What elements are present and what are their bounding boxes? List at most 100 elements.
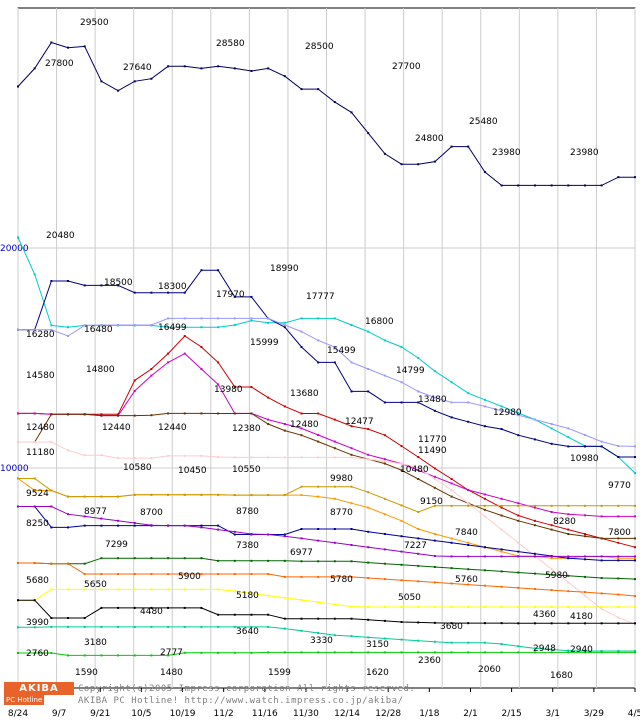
series-line-s-yellow xyxy=(18,588,635,608)
series-point xyxy=(317,317,320,320)
data-label: 3150 xyxy=(366,640,389,650)
series-point xyxy=(417,478,420,480)
data-label: 27640 xyxy=(123,63,152,73)
data-label: 2777 xyxy=(160,648,183,658)
series-point xyxy=(533,438,536,441)
series-point xyxy=(333,617,336,620)
data-label: 16480 xyxy=(84,325,113,335)
series-point xyxy=(233,324,236,327)
series-point xyxy=(133,457,136,460)
series-point xyxy=(417,456,420,458)
series-point xyxy=(617,445,620,447)
series-point xyxy=(333,317,336,320)
series-point xyxy=(317,434,320,436)
series-point xyxy=(33,273,36,276)
series-point xyxy=(300,330,303,333)
series-point xyxy=(517,622,520,625)
series-point xyxy=(417,564,420,567)
series-point xyxy=(500,405,503,408)
series-point xyxy=(250,573,253,576)
data-label: 7840 xyxy=(455,528,478,538)
data-label: 1620 xyxy=(366,668,389,678)
series-point xyxy=(333,603,336,606)
series-point xyxy=(583,558,586,561)
series-point xyxy=(117,413,120,416)
data-label: 17777 xyxy=(306,292,335,302)
series-point xyxy=(517,514,520,517)
series-point xyxy=(467,606,470,609)
data-label: 11490 xyxy=(418,446,447,456)
series-point xyxy=(583,434,586,436)
series-point xyxy=(550,648,553,651)
series-point xyxy=(83,588,86,591)
series-point xyxy=(33,477,36,480)
series-point xyxy=(400,401,403,404)
series-point xyxy=(600,445,603,448)
series-point xyxy=(217,412,220,415)
series-point xyxy=(33,441,36,444)
series-point xyxy=(17,328,19,331)
data-label: 9150 xyxy=(420,497,443,507)
series-point xyxy=(550,427,553,430)
series-point xyxy=(450,478,453,480)
series-point xyxy=(167,317,170,320)
series-point xyxy=(217,269,220,272)
series-point xyxy=(450,537,453,540)
series-point xyxy=(233,573,236,576)
x-axis-tick-label: 9/21 xyxy=(90,709,110,719)
series-point xyxy=(117,625,120,628)
series-point xyxy=(300,412,303,415)
series-point xyxy=(200,269,203,272)
series-point xyxy=(483,546,486,549)
series-point xyxy=(200,317,203,320)
series-point xyxy=(550,606,553,609)
series-point xyxy=(150,573,153,576)
series-point xyxy=(583,622,586,625)
series-point xyxy=(167,588,170,591)
series-line-s-green-dark xyxy=(18,557,636,580)
series-point xyxy=(617,650,620,653)
data-label: 15499 xyxy=(327,346,356,356)
series-point xyxy=(83,573,86,576)
series-point xyxy=(117,654,120,657)
series-point xyxy=(300,434,303,437)
x-axis-tick-label: 11/2 xyxy=(214,709,234,719)
series-point xyxy=(517,504,520,507)
series-point xyxy=(367,453,370,456)
series-point xyxy=(333,447,336,450)
series-point xyxy=(600,555,603,558)
series-point xyxy=(433,486,436,489)
series-point xyxy=(517,606,520,609)
series-point xyxy=(300,528,303,531)
series-point xyxy=(567,590,570,593)
series-point xyxy=(433,621,436,624)
copyright-line-1: Copyright(c)2005 Impress corporation All… xyxy=(78,684,416,694)
series-point xyxy=(617,559,620,562)
data-label: 2940 xyxy=(570,645,593,655)
series-point xyxy=(400,621,403,623)
data-label: 3640 xyxy=(236,627,259,637)
series-point xyxy=(250,456,253,459)
series-point xyxy=(450,504,453,507)
data-label: 1599 xyxy=(268,668,291,678)
series-line-s-top-navy xyxy=(17,41,635,186)
series-point xyxy=(300,537,303,540)
series-point xyxy=(583,514,586,517)
series-point xyxy=(417,621,420,624)
series-point xyxy=(533,506,536,509)
data-label: 27800 xyxy=(45,59,74,69)
series-point xyxy=(634,515,636,518)
series-point xyxy=(17,477,19,480)
series-point xyxy=(500,570,503,573)
x-axis-tick-label: 11/16 xyxy=(252,709,278,719)
series-point xyxy=(217,625,220,628)
data-label: 12980 xyxy=(493,408,522,418)
akiba-logo: AKIBA PC Hotline xyxy=(4,682,74,706)
series-point xyxy=(350,635,353,638)
series-point xyxy=(17,599,19,602)
series-point xyxy=(50,617,53,620)
series-point xyxy=(233,386,236,389)
series-point xyxy=(217,456,220,458)
series-point xyxy=(634,176,636,179)
series-point xyxy=(100,454,103,457)
